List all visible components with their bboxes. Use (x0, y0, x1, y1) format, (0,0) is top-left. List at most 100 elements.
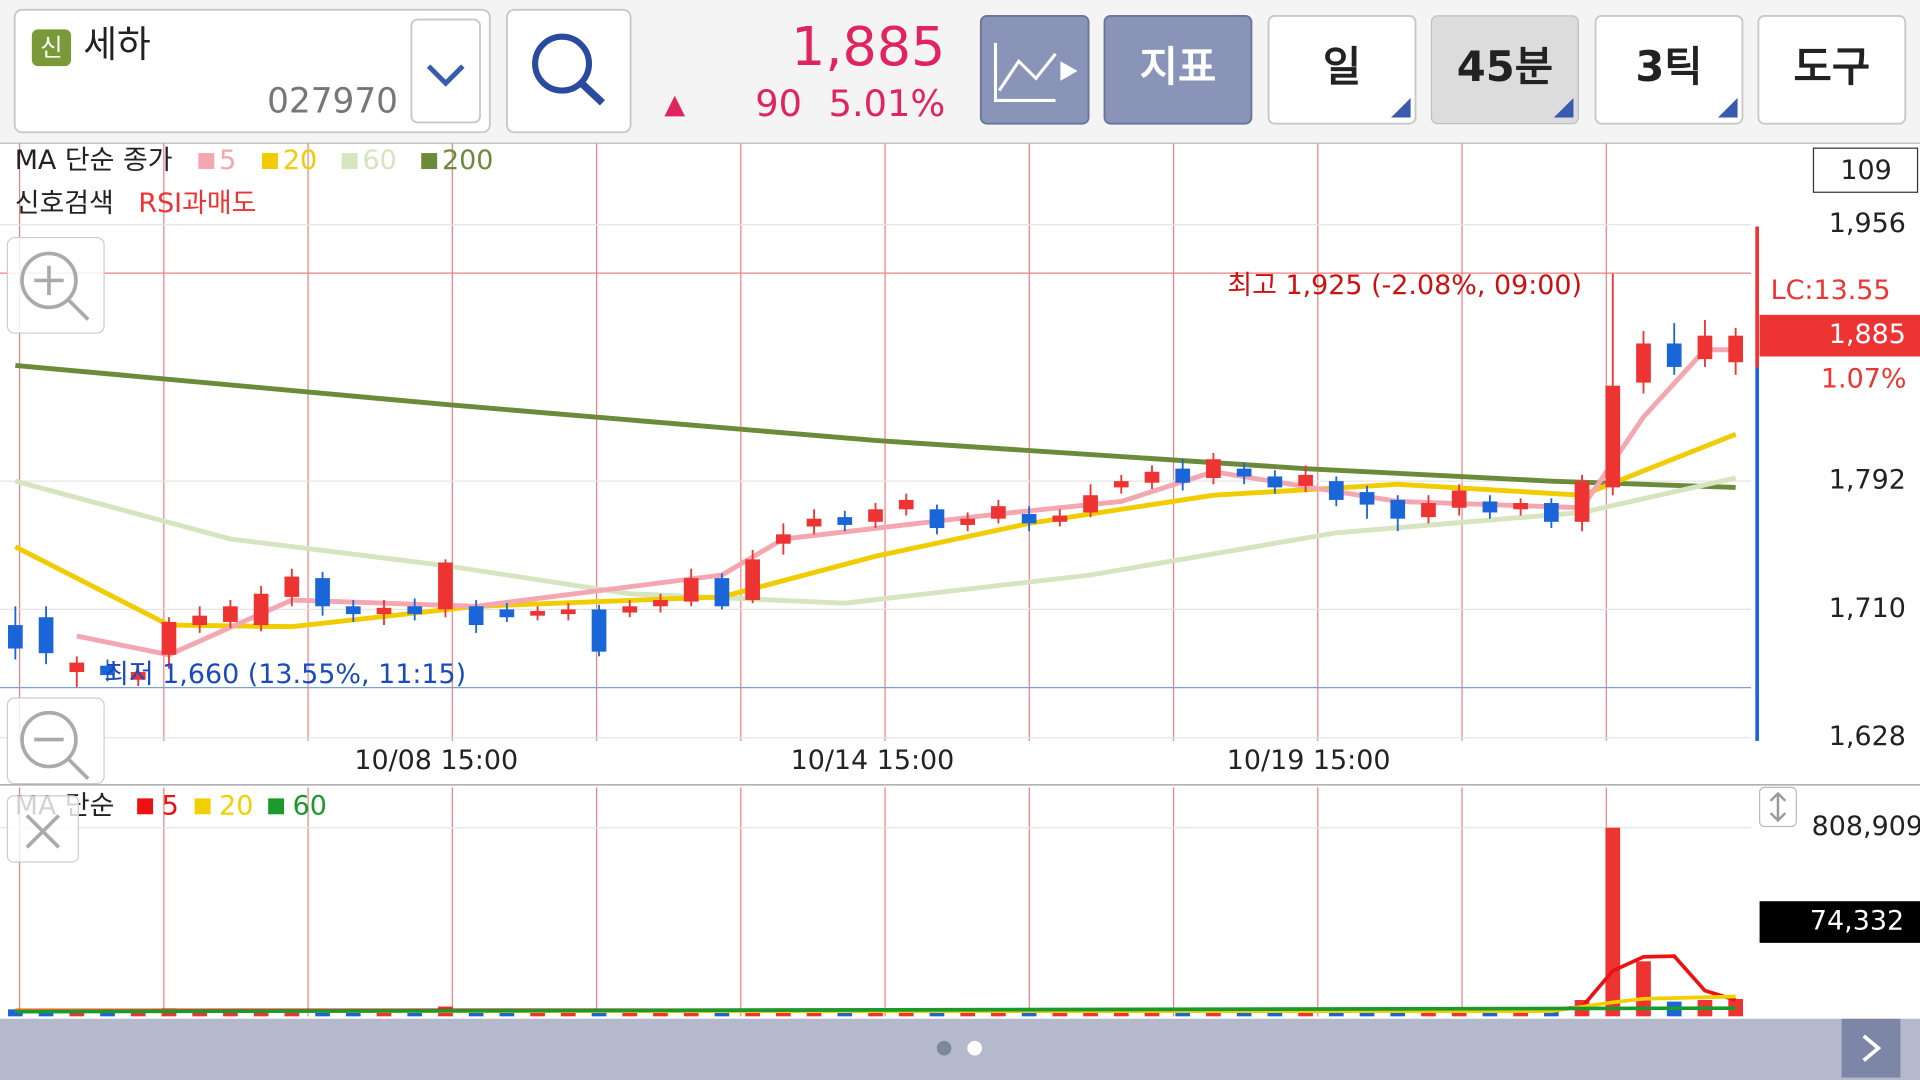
next-icon (1862, 1034, 1882, 1062)
period-min-button[interactable] (1430, 15, 1579, 125)
candle-body (1236, 468, 1252, 477)
volume-bar (991, 1011, 1006, 1017)
volume-bar (560, 1011, 576, 1017)
candle-body (898, 499, 914, 510)
candle-body (284, 576, 300, 597)
candle-body (253, 593, 269, 626)
tick-button[interactable] (1594, 15, 1744, 125)
tick-label: 3틱 (1635, 42, 1702, 91)
page-dot[interactable] (936, 1040, 952, 1056)
resize-icon (1769, 791, 1787, 823)
volume-bar (1298, 1010, 1313, 1017)
candle-body (929, 509, 945, 529)
volume-bar (223, 1011, 238, 1017)
candle-body (868, 509, 883, 522)
volume-bar (1359, 1010, 1375, 1017)
stock-box[interactable] (13, 8, 491, 134)
chart-layer: 1,956 1,792 1,710 1,628 10/08 15:00 10/14 15:… (0, 143, 1920, 1017)
close-icon (25, 814, 61, 849)
candle-body (960, 518, 976, 525)
candle-body (315, 578, 330, 607)
candle-body (653, 600, 668, 607)
volume-ma-line (15, 1006, 1736, 1014)
y-tick-label: 1,628 (1829, 721, 1906, 752)
candle-body (1144, 471, 1160, 483)
search-button[interactable] (506, 8, 632, 134)
volume-bar (530, 1012, 545, 1017)
volume-bar (1605, 827, 1621, 1017)
legend-label: 5 (219, 145, 236, 176)
lc-label: LC:13.55 (1771, 275, 1891, 306)
volume-bar (130, 1011, 146, 1017)
tools-label: 도구 (1794, 42, 1871, 91)
ma-line (15, 362, 1736, 490)
change-arrow: ▲ (664, 89, 685, 120)
current-volume-box (1759, 901, 1920, 943)
chart-type-arrow (1060, 61, 1078, 81)
volume-bar (468, 1010, 484, 1017)
legend-swatch (137, 798, 154, 815)
ma-line (14, 475, 1737, 606)
candle-body (1636, 343, 1651, 383)
next-button[interactable] (1841, 1018, 1901, 1078)
candle-body (776, 534, 791, 544)
volume-bar (1543, 1010, 1559, 1017)
signal-title: 신호검색 (15, 188, 114, 219)
volume-bar (960, 1012, 976, 1017)
volume-bar (376, 1011, 392, 1017)
candle-body (1451, 490, 1467, 508)
candle-body (1605, 385, 1621, 488)
corner-mark (1391, 97, 1411, 118)
volume-bar (1021, 1011, 1037, 1017)
chart-type-button[interactable] (979, 15, 1090, 125)
signal-name: RSI과매도 (138, 188, 256, 219)
volume-bar (1052, 1012, 1068, 1017)
volume-bar (407, 1011, 423, 1017)
x-tick-label: 10/19 15:00 (1227, 745, 1391, 776)
volume-bar (837, 1011, 853, 1017)
tools-button[interactable] (1757, 15, 1907, 125)
stock-name: 세하 (83, 23, 151, 66)
volume-bar (1390, 1009, 1406, 1017)
change: 90 (755, 82, 802, 125)
volume-bar (100, 1012, 115, 1017)
dropdown-icon (426, 64, 465, 87)
legend-label: 5 (162, 790, 179, 821)
search-icon-handle (579, 80, 605, 106)
legend-swatch (198, 153, 215, 169)
candle-body (100, 665, 115, 676)
volume-bar (898, 1010, 914, 1017)
volume-bar (8, 1009, 23, 1017)
dropdown-button[interactable] (410, 18, 481, 124)
volume-bar (806, 1010, 822, 1017)
candle-body (714, 578, 730, 607)
candle-body (468, 606, 484, 626)
candle-body (438, 562, 453, 610)
candle-body (806, 518, 822, 527)
y-tick-label: 1,956 (1829, 208, 1906, 239)
volume-bar (1144, 1010, 1160, 1017)
candle-body (1697, 335, 1713, 360)
volume-bar (1083, 1010, 1098, 1017)
period-day-button[interactable] (1267, 15, 1417, 125)
count-label: 109 (1840, 155, 1891, 186)
candle-body (1083, 495, 1098, 513)
volume-bar (192, 1010, 208, 1017)
legend-swatch (421, 153, 438, 169)
volume-bar (1728, 998, 1744, 1017)
volume-bar (1328, 1011, 1344, 1017)
zoom-out-icon (20, 710, 78, 769)
legend-label: 60 (362, 145, 396, 176)
low-label: 최저 1,660 (13.55%, 11:15) (104, 659, 466, 690)
volume-bar (1513, 1011, 1528, 1017)
candle-body (1328, 481, 1344, 500)
candle-body (161, 621, 177, 655)
candle-body (1206, 459, 1221, 479)
indicator-button[interactable] (1103, 15, 1253, 125)
volume-ma-line (15, 954, 1737, 1013)
candle-body (223, 606, 238, 622)
candle-body (1359, 492, 1375, 505)
volume-bar (1236, 1010, 1252, 1017)
candle-body (407, 606, 423, 615)
page-dot-active[interactable] (967, 1040, 983, 1056)
